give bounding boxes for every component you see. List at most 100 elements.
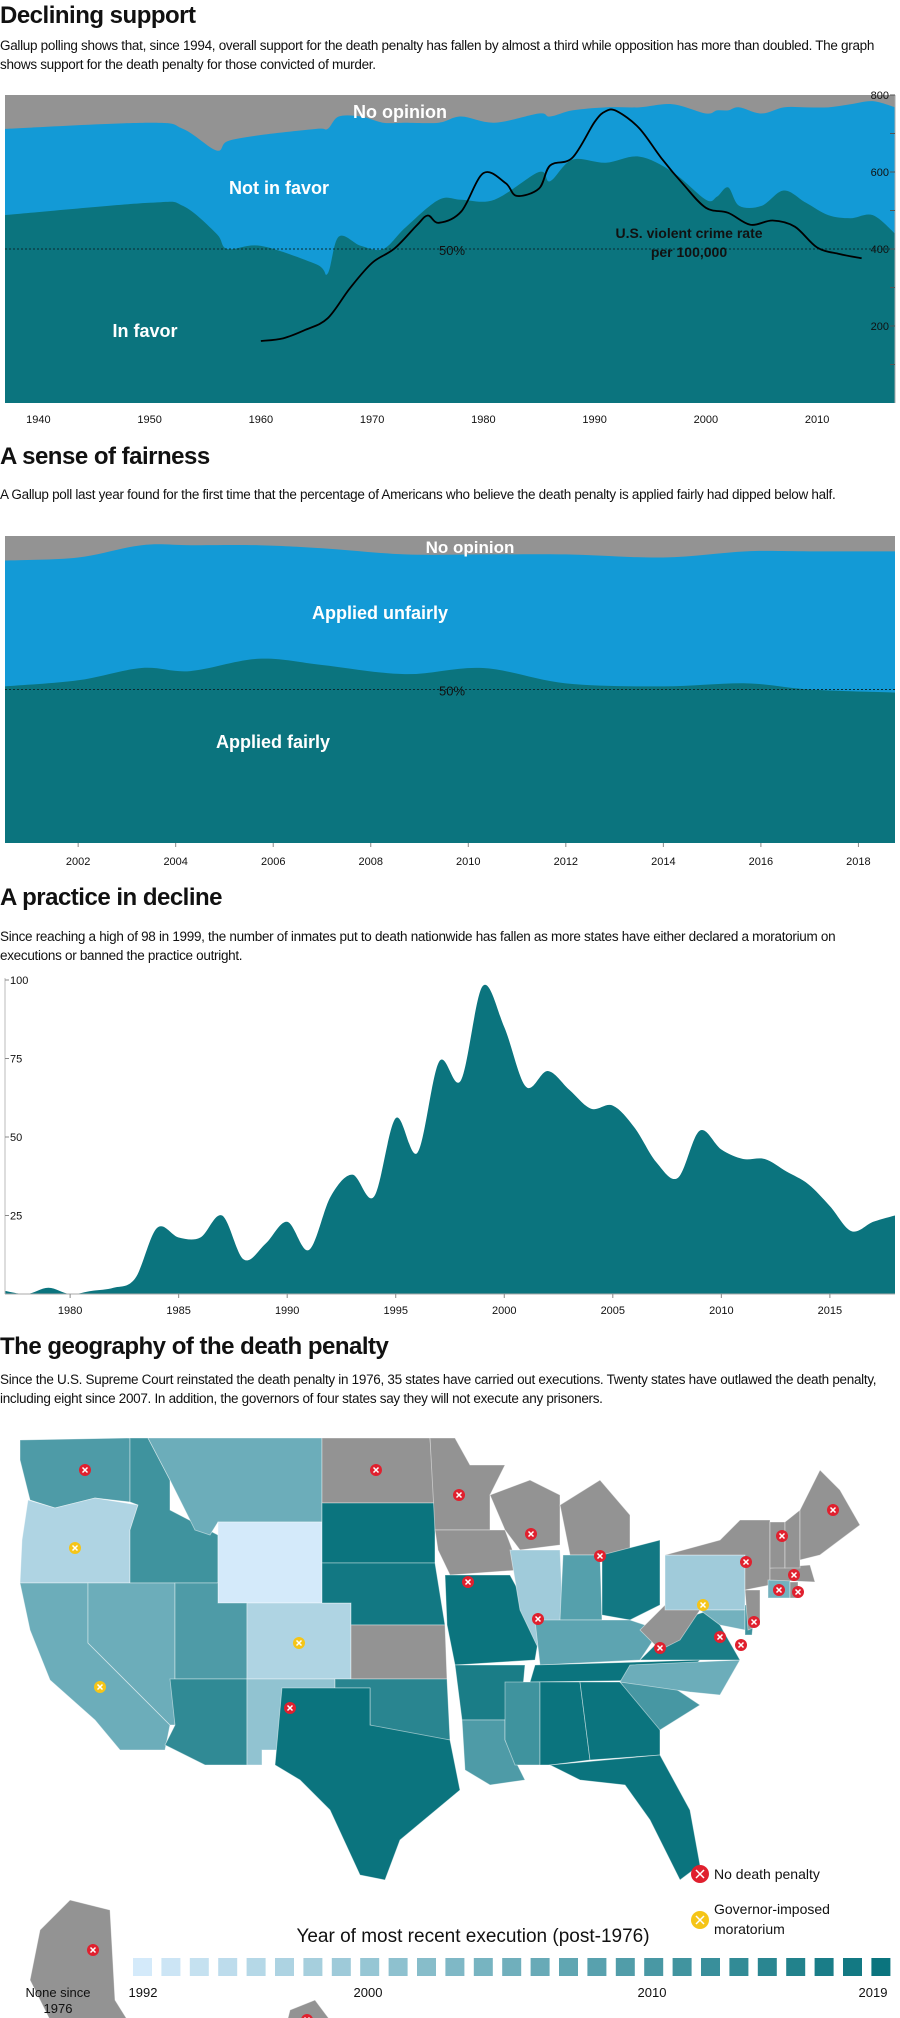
legend-swatch [814, 1958, 834, 1976]
geography-title: The geography of the death penalty [0, 1333, 389, 1360]
legend-swatch [331, 1958, 351, 1976]
x-icon [295, 1639, 303, 1647]
state-tx[interactable] [274, 1687, 461, 1881]
state-mo[interactable] [444, 1574, 541, 1666]
state-vt[interactable] [769, 1521, 786, 1569]
x-tick-label: 2010 [456, 856, 480, 868]
state-wi[interactable] [489, 1479, 561, 1551]
crime-label-line1: U.S. violent crime rate [615, 225, 762, 241]
x-icon [794, 1588, 802, 1596]
right-axis-label: 200 [871, 321, 889, 333]
no-death-penalty-marker-ma [788, 1569, 800, 1581]
legend-none-label-line1: None since [25, 1985, 90, 2000]
no-death-penalty-marker-ak [87, 1944, 99, 1956]
x-tick-label: 1995 [383, 1305, 407, 1317]
x-icon [699, 1601, 707, 1609]
state-or[interactable] [19, 1497, 139, 1584]
support-title: Declining support [0, 2, 196, 29]
x-tick-label: 2005 [601, 1305, 625, 1317]
x-icon [778, 1532, 786, 1540]
support-description: Gallup polling shows that, since 1994, o… [0, 38, 875, 72]
fifty-percent-label: 50% [439, 243, 465, 258]
legend-none-label-line2: 1976 [44, 2001, 73, 2016]
state-ks[interactable] [350, 1624, 448, 1680]
x-tick-label: 2006 [261, 856, 285, 868]
state-ia[interactable] [434, 1529, 521, 1576]
x-tick-label: 2018 [846, 856, 870, 868]
legend-swatch [786, 1958, 806, 1976]
no-opinion-label: No opinion [353, 102, 447, 122]
state-wa[interactable] [19, 1437, 131, 1509]
legend-swatch [388, 1958, 408, 1976]
x-tick-label: 1990 [582, 414, 606, 426]
no-death-penalty-marker-mn [453, 1489, 465, 1501]
no-death-penalty-marker-hi [301, 2014, 313, 2018]
no-death-penalty-marker-mi [594, 1550, 606, 1562]
no-death-penalty-marker-il [532, 1613, 544, 1625]
state-nh[interactable] [784, 1509, 801, 1569]
x-tick-label: 1990 [275, 1305, 299, 1317]
x-icon [71, 1544, 79, 1552]
x-tick-label: 1960 [249, 414, 273, 426]
x-tick-label: 1970 [360, 414, 384, 426]
x-icon [596, 1552, 604, 1560]
state-oh[interactable] [601, 1539, 661, 1621]
state-mi[interactable] [559, 1479, 631, 1556]
state-sd[interactable] [321, 1502, 436, 1564]
x-icon [716, 1633, 724, 1641]
state-ms[interactable] [504, 1681, 541, 1766]
legend-swatch [701, 1958, 720, 1976]
x-tick-label: 2008 [359, 856, 383, 868]
state-ga[interactable] [579, 1681, 661, 1761]
state-in[interactable] [559, 1554, 603, 1621]
legend-swatch [246, 1958, 266, 1976]
executions-area [5, 984, 895, 1295]
state-nv[interactable] [87, 1582, 176, 1726]
state-fl[interactable] [548, 1754, 701, 1881]
state-mn[interactable] [429, 1437, 506, 1531]
legend-swatch [530, 1958, 550, 1976]
x-tick-label: 2014 [651, 856, 675, 868]
legend-swatch [133, 1958, 152, 1976]
legend-swatch [644, 1958, 664, 1976]
state-wy[interactable] [217, 1521, 323, 1604]
no-death-penalty-marker-ct [773, 1584, 785, 1596]
no-death-penalty-marker-md [714, 1631, 726, 1643]
x-icon [775, 1586, 783, 1594]
no-death-penalty-marker-de [735, 1639, 747, 1651]
x-icon [286, 1704, 294, 1712]
x-icon [695, 1869, 705, 1879]
state-hi[interactable] [285, 1999, 330, 2018]
x-icon [81, 1466, 89, 1474]
x-tick-label: 2010 [805, 414, 829, 426]
fairness-title: A sense of fairness [0, 443, 210, 470]
state-nc[interactable] [619, 1659, 741, 1696]
y-tick-label: 25 [10, 1211, 22, 1223]
right-axis-label: 400 [871, 244, 889, 256]
state-az[interactable] [164, 1678, 248, 1766]
legend-swatch [445, 1958, 465, 1976]
no-death-penalty-marker-vt [776, 1530, 788, 1542]
moratorium-marker-ca [94, 1681, 106, 1693]
state-ak[interactable] [29, 1899, 140, 2018]
fifty-percent-label: 50% [439, 684, 465, 699]
legend-swatch [729, 1958, 749, 1976]
legend-swatch [615, 1958, 635, 1976]
x-tick-label: 1950 [137, 414, 161, 426]
no-death-penalty-marker-nm [284, 1702, 296, 1714]
executions-title: A practice in decline [0, 884, 223, 911]
legend-swatch [303, 1958, 323, 1976]
x-tick-label: 1940 [26, 414, 50, 426]
state-al[interactable] [539, 1681, 591, 1766]
legend-swatch [275, 1958, 294, 1976]
applied-unfairly-label: Applied unfairly [312, 603, 448, 623]
no-death-penalty-marker-wa [79, 1464, 91, 1476]
support-chart: 50% No opinion Not in favor In favor U.S. vi… [5, 90, 896, 426]
fairness-chart: 50% No opinion Applied unfairly Applied fai… [5, 536, 895, 868]
moratorium-legend-label-line1: Governor-imposed [714, 1901, 830, 1917]
legend-swatch [218, 1958, 238, 1976]
no-death-penalty-legend-label: No death penalty [714, 1866, 820, 1882]
legend-swatch [559, 1958, 578, 1976]
legend-scale-label: 1992 [129, 1985, 158, 2000]
x-tick-label: 2015 [818, 1305, 842, 1317]
